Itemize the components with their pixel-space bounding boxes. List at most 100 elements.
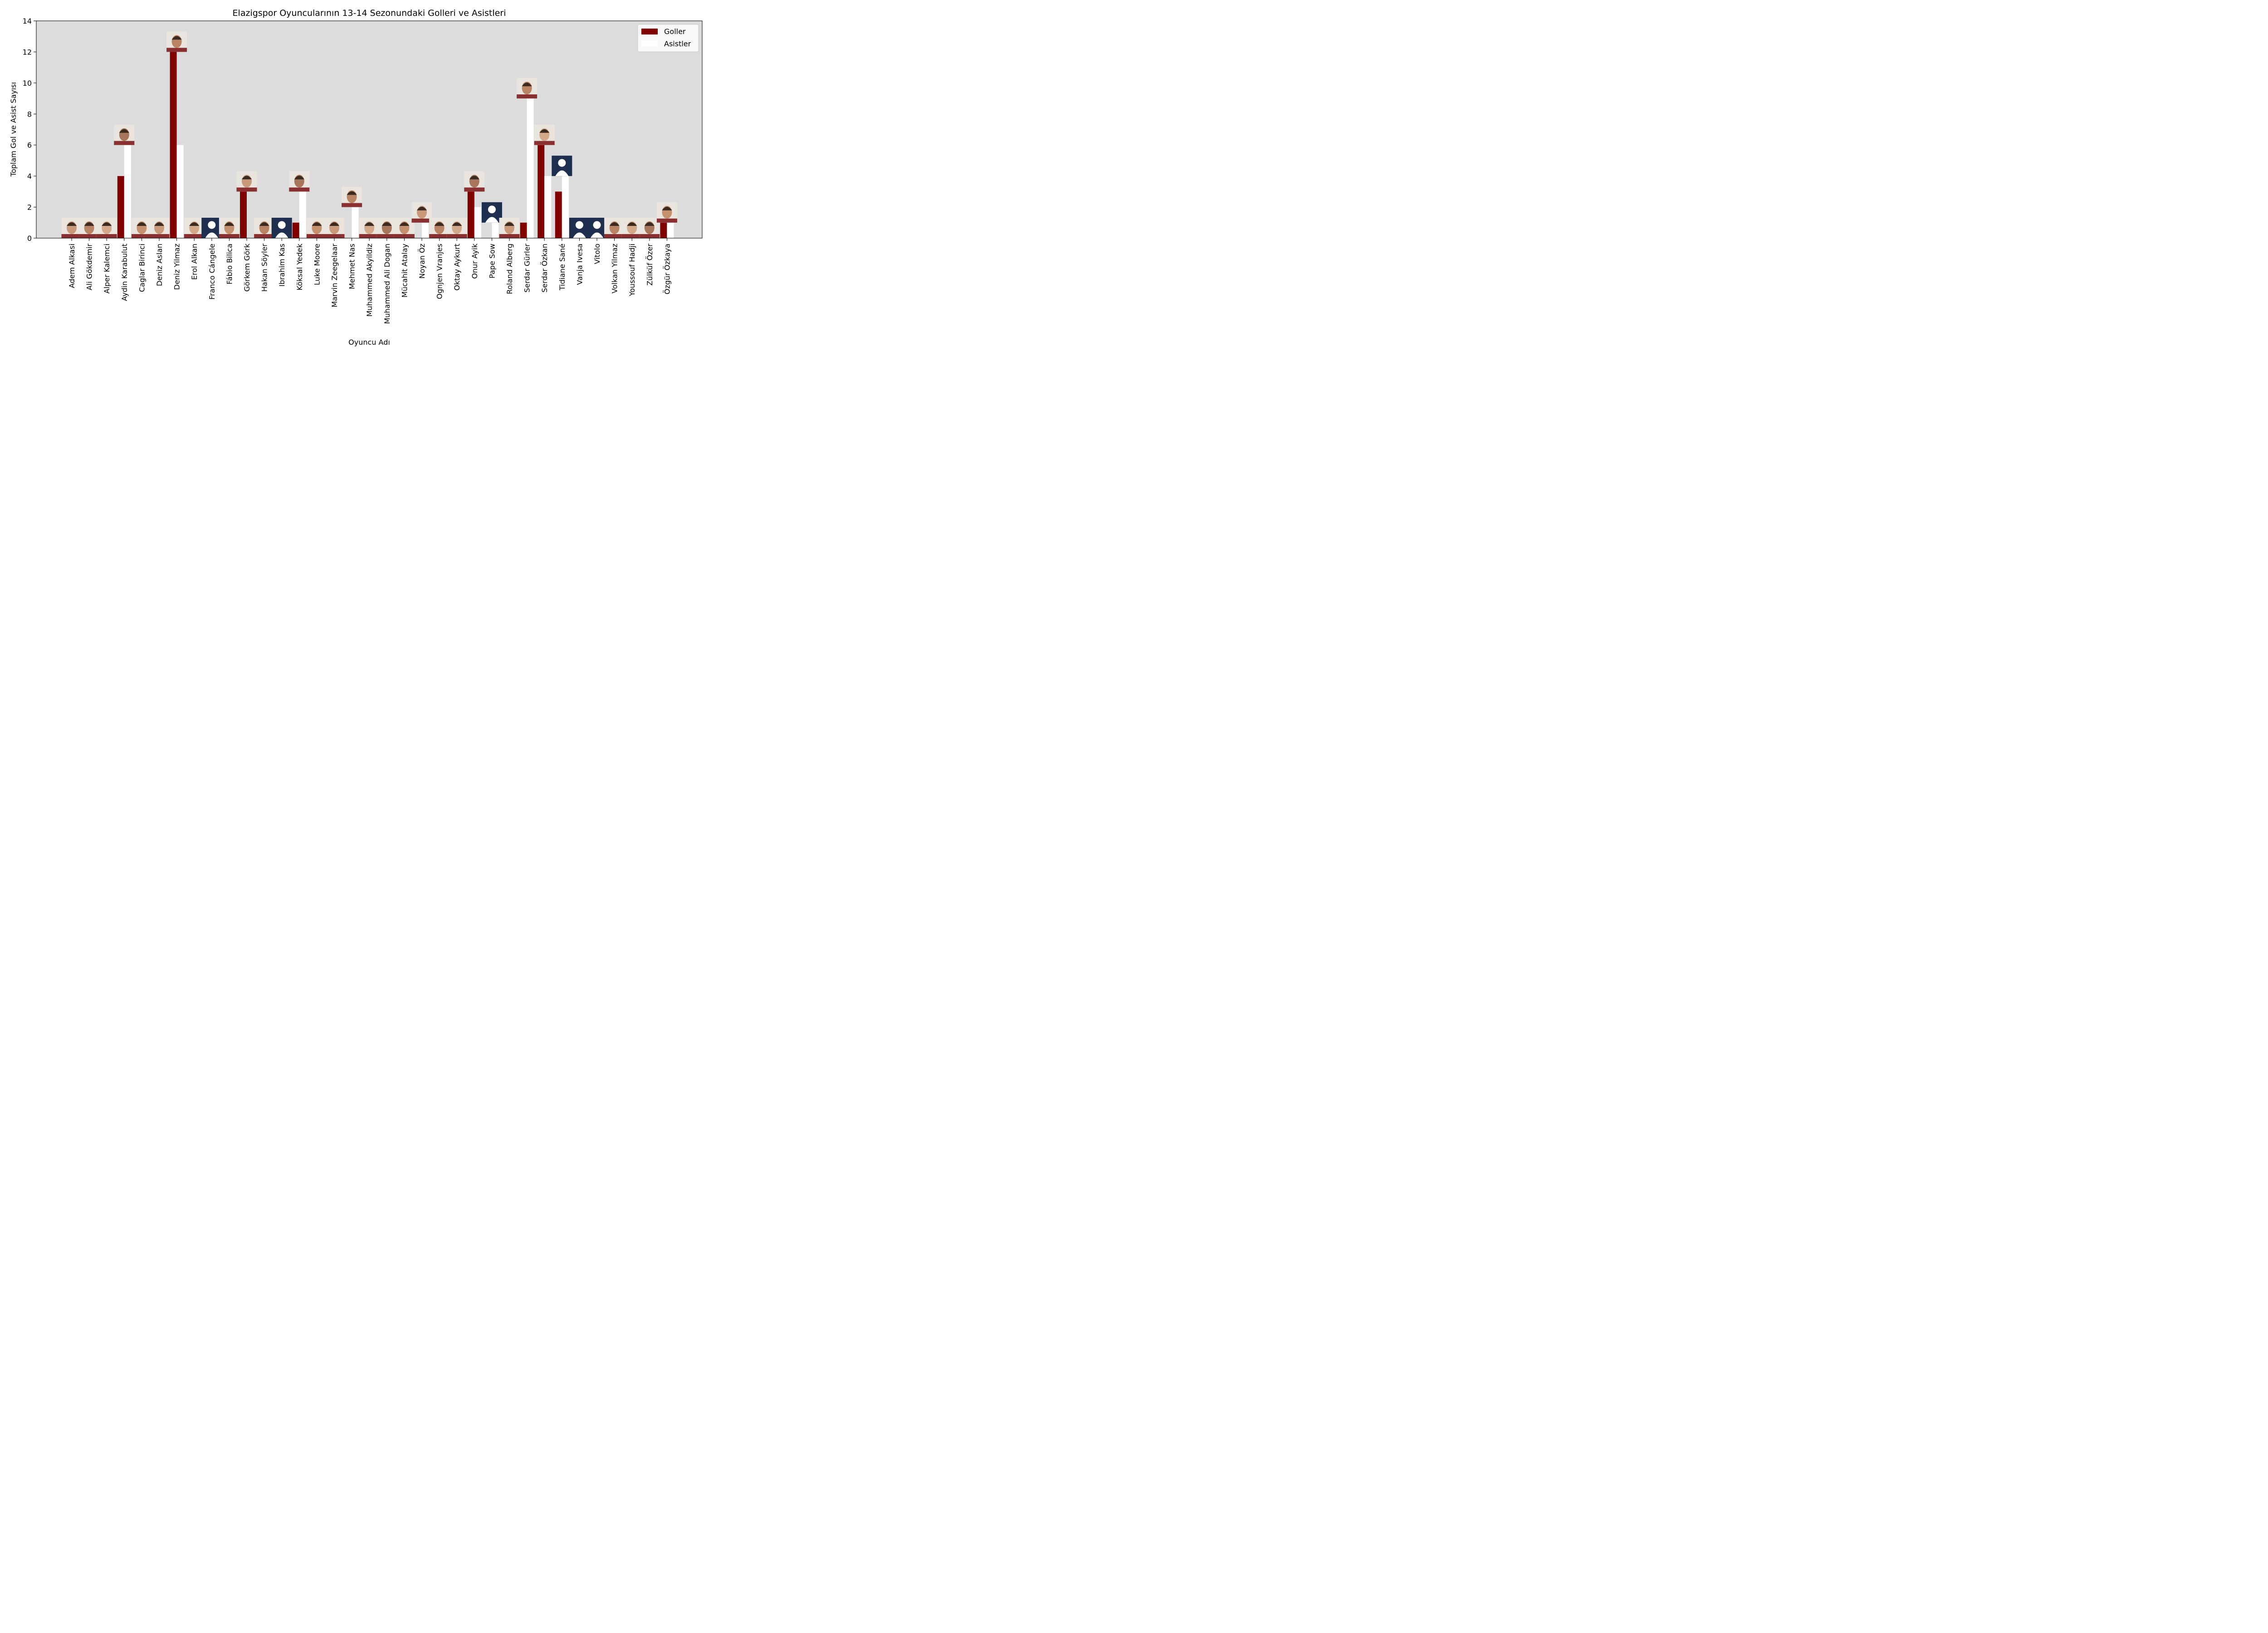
player-photo-icon xyxy=(499,218,520,238)
bar-goals xyxy=(170,52,177,238)
x-tick-label: Alper Kalemci xyxy=(103,244,111,293)
x-tick-label: Vanja Ivesa xyxy=(575,244,584,285)
player-photo-icon xyxy=(149,218,170,238)
x-tick-label: Noyan Öz xyxy=(418,244,426,279)
x-tick-label: Aydin Karabulut xyxy=(120,244,129,301)
legend-label-goals: Goller xyxy=(664,27,686,36)
x-tick-label: Fábio Bilica xyxy=(225,244,234,284)
bar-goals xyxy=(660,222,667,238)
bars xyxy=(117,52,674,239)
x-tick-label: Özgür Özkaya xyxy=(663,244,671,294)
bar-goals xyxy=(538,145,545,238)
y-axis: 0 2 4 6 8 10 12 14 xyxy=(23,17,36,243)
x-tick-label: Mehmet Nas xyxy=(348,244,357,289)
player-silhouette-icon xyxy=(481,202,502,223)
x-tick-label: Hakan Söyler xyxy=(260,244,269,292)
bar-assists xyxy=(527,98,534,239)
x-tick-label: Serdar Gürler xyxy=(523,244,532,293)
bar-assists xyxy=(176,145,184,238)
x-tick-label: Luke Moore xyxy=(313,244,321,285)
x-tick-label: Roland Alberg xyxy=(505,244,514,294)
x-tick-label: Vitolo xyxy=(593,244,601,264)
bar-assists xyxy=(562,176,569,238)
y-tick-label: 12 xyxy=(23,48,32,56)
legend-swatch-goals xyxy=(641,29,658,34)
player-photo-icon xyxy=(114,124,135,145)
y-tick-label: 0 xyxy=(27,234,32,243)
player-photo-icon xyxy=(376,218,397,238)
bar-goals xyxy=(555,191,562,238)
bar-assists xyxy=(667,222,674,238)
x-tick-label: Franco Cángele xyxy=(208,244,216,300)
y-tick-label: 14 xyxy=(23,17,32,25)
x-tick-label: Serdar Özkan xyxy=(540,244,549,293)
x-tick-label: Tidiane Sané xyxy=(558,244,567,291)
player-photo-icon xyxy=(324,218,345,238)
x-tick-label: Muhammed Ali Dogan xyxy=(383,244,391,324)
player-photo-icon xyxy=(236,171,257,192)
y-axis-label: Toplam Gol ve Asist Sayısı xyxy=(9,82,18,177)
player-photo-icon xyxy=(639,218,660,238)
x-axis: Adem Alkasi Ali Gökdemir Alper Kalemci Aydi… xyxy=(68,238,671,324)
y-tick-label: 8 xyxy=(27,110,32,118)
x-tick-label: Marvin Zeegelaar xyxy=(330,244,339,308)
bar-assists xyxy=(124,145,131,238)
x-tick-label: Caglar Birinci xyxy=(137,244,146,292)
player-photo-icon xyxy=(604,218,625,238)
bar-assists xyxy=(352,207,359,238)
player-photo-icon xyxy=(96,218,117,238)
y-tick-label: 4 xyxy=(27,172,32,181)
x-tick-label: Adem Alkasi xyxy=(68,244,76,288)
x-tick-label: Köksal Yedek xyxy=(295,243,304,290)
x-tick-label: Deniz Aslan xyxy=(155,244,164,286)
legend-label-assists: Asistler xyxy=(664,39,691,48)
x-tick-label: Muhammed Akyildiz xyxy=(365,244,374,317)
bar-goals xyxy=(467,191,474,238)
x-tick-label: Volkan Yilmaz xyxy=(611,244,619,293)
x-tick-label: Mücahit Atalay xyxy=(400,244,409,298)
player-photo-icon xyxy=(656,202,677,223)
player-photo-icon xyxy=(254,218,275,238)
player-photo-icon xyxy=(219,218,240,238)
x-tick-label: Deniz Yilmaz xyxy=(173,244,181,290)
player-photo-icon xyxy=(621,218,642,238)
x-axis-label: Oyuncu Adı xyxy=(348,338,390,347)
x-tick-label: Ibrahim Kas xyxy=(278,244,286,287)
player-photo-icon xyxy=(289,171,310,192)
player-photo-icon xyxy=(79,218,100,238)
player-photo-icon xyxy=(534,124,555,145)
player-silhouette-icon xyxy=(201,218,222,238)
bar-assists xyxy=(492,222,499,238)
player-silhouette-icon xyxy=(569,218,590,238)
bar-goals xyxy=(117,176,124,238)
x-tick-label: Youssouf Hadji xyxy=(628,244,636,297)
x-tick-label: Ali Gökdemir xyxy=(85,244,94,290)
player-photo-icon xyxy=(429,218,450,238)
player-photos xyxy=(61,31,677,238)
x-tick-label: Onur Ayik xyxy=(470,243,479,279)
player-photo-icon xyxy=(359,218,380,238)
legend-swatch-assists xyxy=(641,41,658,47)
player-photo-icon xyxy=(517,78,538,99)
x-tick-label: Oktay Aykurt xyxy=(453,244,461,291)
x-tick-label: Pape Sow xyxy=(488,244,496,279)
y-tick-label: 10 xyxy=(23,79,32,88)
x-tick-label: Görkem Görk xyxy=(243,243,251,292)
x-tick-label: Erol Alkan xyxy=(190,244,199,280)
y-tick-label: 2 xyxy=(27,203,32,212)
player-photo-icon xyxy=(446,218,467,238)
x-tick-label: Zülküf Özer xyxy=(645,244,654,286)
bar-chart: Elazigspor Oyuncularının 13-14 Sezonunda… xyxy=(9,8,703,347)
bar-goals xyxy=(520,222,527,238)
player-photo-icon xyxy=(166,31,187,52)
player-silhouette-icon xyxy=(552,156,572,176)
player-photo-icon xyxy=(131,218,152,238)
player-silhouette-icon xyxy=(587,218,607,238)
player-silhouette-icon xyxy=(271,218,292,238)
legend: Goller Asistler xyxy=(637,24,699,52)
y-tick-label: 6 xyxy=(27,141,32,150)
bar-assists xyxy=(422,222,429,238)
bar-assists xyxy=(474,207,481,238)
player-photo-icon xyxy=(61,218,82,238)
x-tick-label: Ognjen Vranjes xyxy=(435,244,444,299)
